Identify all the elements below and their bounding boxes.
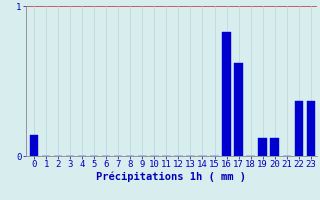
Bar [294,100,303,156]
Bar [259,138,267,156]
X-axis label: Précipitations 1h ( mm ): Précipitations 1h ( mm ) [96,172,246,182]
Bar [307,100,315,156]
Bar [30,135,38,156]
Bar [234,63,243,156]
Bar [222,31,231,156]
Bar [270,138,279,156]
